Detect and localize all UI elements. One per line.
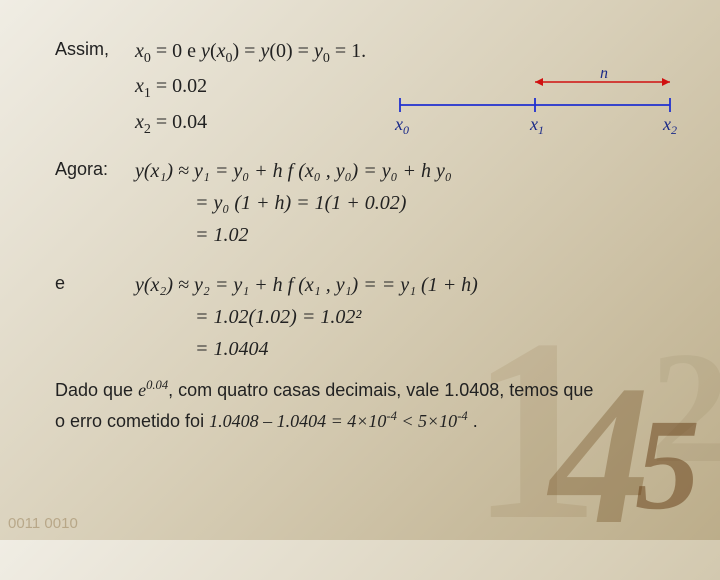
label-x1: x1	[529, 114, 544, 137]
row-agora: Agora: y(x₁) ≈ y₁ = y₀ + h f (x₀ , y₀) =…	[55, 155, 690, 251]
label-e: e	[55, 269, 135, 294]
h-arrow-head-l	[535, 78, 543, 86]
binary-decor: 0011 0010	[8, 515, 78, 532]
label-x2: x2	[662, 114, 677, 137]
h-label: h	[600, 70, 608, 82]
label-x0: x0	[394, 114, 409, 137]
eq-step1: y(x₁) ≈ y₁ = y₀ + h f (x₀ , y₀) = y₀ + h…	[135, 155, 452, 251]
row-e: e y(x₂) ≈ y₂ = y₁ + h f (x₁ , y₁) = = y₁…	[55, 269, 690, 365]
eq-step2: y(x₂) ≈ y₂ = y₁ + h f (x₁ , y₁) = = y₁ (…	[135, 269, 478, 365]
eq-initial: x0 = 0 e y(x0) = y(0) = y0 = 1. x1 = 0.0…	[135, 35, 366, 141]
label-agora: Agora:	[55, 155, 135, 180]
label-assim: Assim,	[55, 35, 135, 60]
conclusion-text: Dado que e0.04, com quatro casas decimai…	[55, 375, 690, 436]
h-arrow-head-r	[662, 78, 670, 86]
number-line-diagram: h x0 x1 x2	[390, 70, 680, 140]
